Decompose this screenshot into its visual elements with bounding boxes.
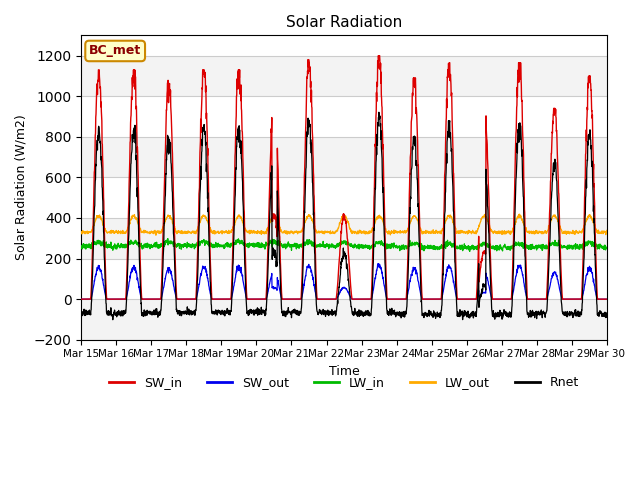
Text: BC_met: BC_met [89, 45, 141, 58]
Line: LW_out: LW_out [81, 214, 607, 235]
Rnet [109, 317, 116, 323]
LW_out [572, 229, 579, 235]
X-axis label: Time: Time [329, 365, 360, 378]
Bar [81, 56, 607, 96]
SW_out [572, 296, 579, 302]
SW_in [572, 296, 579, 302]
SW_out [224, 296, 232, 302]
LW_out [152, 232, 160, 238]
SW_out [77, 296, 85, 302]
SW_out [359, 296, 367, 302]
LW_out [359, 229, 367, 235]
LW_out [557, 226, 564, 232]
SW_in [371, 191, 378, 197]
SW_in [359, 296, 367, 302]
SW_in [557, 252, 564, 258]
LW_out [516, 211, 524, 217]
SW_in [374, 53, 382, 59]
Legend: SW_in, SW_out, LW_in, LW_out, Rnet: SW_in, SW_out, LW_in, LW_out, Rnet [104, 372, 584, 395]
LW_in [371, 244, 378, 250]
Rnet [359, 309, 367, 315]
LW_in [603, 244, 611, 250]
LW_out [603, 228, 611, 233]
Rnet [224, 310, 232, 316]
LW_out [371, 221, 378, 227]
Rnet [375, 109, 383, 115]
Y-axis label: Solar Radiation (W/m2): Solar Radiation (W/m2) [15, 115, 28, 261]
SW_out [374, 261, 382, 266]
Bar [81, 218, 607, 259]
Rnet [603, 314, 611, 320]
SW_in [77, 296, 85, 302]
SW_in [497, 296, 504, 302]
Line: LW_in: LW_in [81, 239, 607, 252]
LW_in [572, 246, 579, 252]
Rnet [371, 217, 378, 223]
Line: Rnet: Rnet [81, 112, 607, 320]
LW_in [224, 244, 232, 250]
LW_in [557, 242, 564, 248]
Line: SW_out: SW_out [81, 264, 607, 299]
SW_out [371, 281, 378, 287]
LW_out [497, 228, 504, 234]
LW_out [77, 229, 85, 235]
Bar [81, 137, 607, 178]
LW_out [224, 230, 232, 236]
Rnet [557, 283, 564, 289]
LW_in [497, 244, 505, 250]
Rnet [77, 312, 85, 317]
Bar [81, 299, 607, 340]
SW_in [603, 296, 611, 302]
LW_in [164, 236, 172, 241]
Rnet [572, 313, 579, 319]
LW_in [77, 244, 85, 250]
SW_out [603, 296, 611, 302]
LW_in [359, 242, 367, 248]
Rnet [497, 311, 505, 316]
Line: SW_in: SW_in [81, 56, 607, 299]
SW_out [557, 290, 564, 296]
SW_out [497, 296, 504, 302]
LW_in [466, 249, 474, 254]
Title: Solar Radiation: Solar Radiation [286, 15, 402, 30]
SW_in [224, 296, 232, 302]
